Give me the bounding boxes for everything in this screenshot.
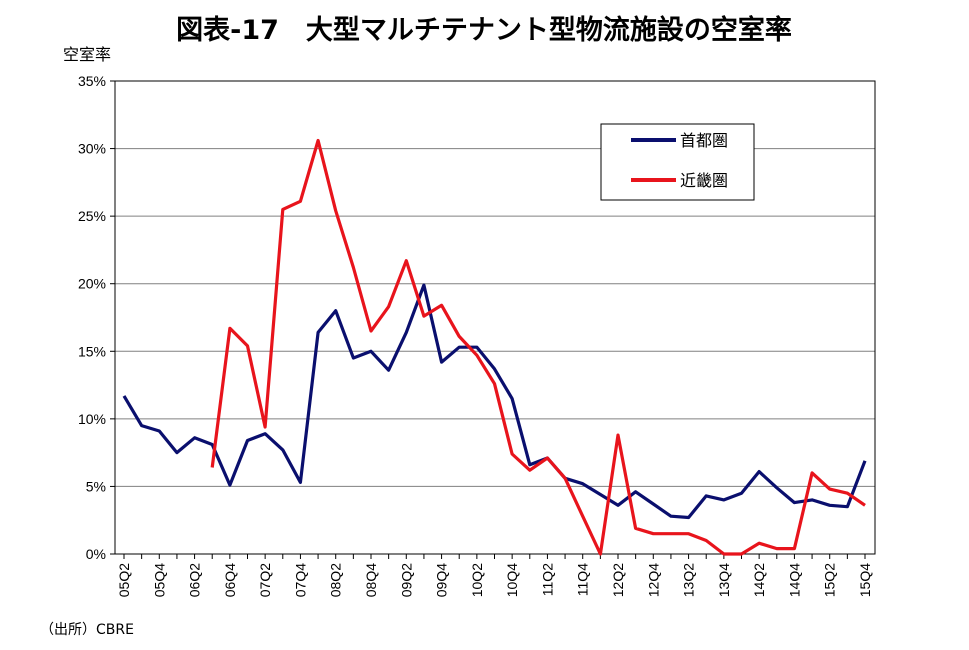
y-tick-label: 30% <box>78 141 106 157</box>
x-tick-label: 09Q2 <box>398 563 414 597</box>
chart-title: 図表-17 大型マルチテナント型物流施設の空室率 <box>176 14 792 46</box>
series-line-shutoken <box>122 283 867 520</box>
legend-box <box>600 123 755 201</box>
x-tick-label: 08Q2 <box>328 563 344 597</box>
y-tick-label: 35% <box>78 73 106 89</box>
legend-label-kinki: 近畿圏 <box>680 171 728 190</box>
x-tick-label: 10Q2 <box>469 563 485 597</box>
x-tick-label: 08Q4 <box>363 563 379 597</box>
x-tick-label: 12Q2 <box>610 563 626 597</box>
x-tick-label: 14Q2 <box>751 563 767 597</box>
y-tick-label: 15% <box>78 343 106 359</box>
x-tick-label: 13Q2 <box>681 563 697 597</box>
series-line-kinki <box>210 138 866 556</box>
source-note: （出所）CBRE <box>40 622 134 638</box>
x-tick-label: 14Q4 <box>786 563 802 597</box>
legend: 首都圏 近畿圏 <box>600 123 755 201</box>
y-tick-label: 10% <box>78 411 106 427</box>
x-tick-label: 11Q4 <box>575 563 591 596</box>
x-axis-ticks: 05Q2 05Q4 06Q2 06Q4 07Q2 07Q4 08Q2 08Q4 09Q2 09Q4… <box>116 554 873 597</box>
x-tick-label: 15Q4 <box>857 563 873 597</box>
y-axis-ticks: 0% 5% 10% 15% 20% 25% 30% 35% <box>78 73 115 562</box>
x-tick-label: 07Q2 <box>257 563 273 597</box>
x-tick-label: 10Q4 <box>504 563 520 597</box>
y-axis-label: 空室率 <box>63 45 111 64</box>
x-tick-label: 07Q4 <box>292 563 308 597</box>
x-tick-label: 15Q2 <box>822 563 838 597</box>
x-tick-label: 05Q2 <box>116 563 132 597</box>
x-tick-label: 11Q2 <box>539 563 555 596</box>
x-tick-label: 12Q4 <box>645 563 661 597</box>
gridlines <box>115 148 875 487</box>
y-tick-label: 20% <box>78 276 106 292</box>
y-tick-label: 0% <box>86 546 106 562</box>
x-tick-label: 09Q4 <box>434 563 450 597</box>
x-tick-label: 05Q4 <box>151 563 167 597</box>
legend-label-shutoken: 首都圏 <box>680 131 728 150</box>
series-lines <box>122 138 867 556</box>
x-tick-label: 06Q4 <box>222 563 238 597</box>
y-tick-label: 5% <box>86 478 106 494</box>
x-tick-label: 13Q4 <box>716 563 732 597</box>
x-tick-label: 06Q2 <box>187 563 203 597</box>
y-tick-label: 25% <box>78 208 106 224</box>
